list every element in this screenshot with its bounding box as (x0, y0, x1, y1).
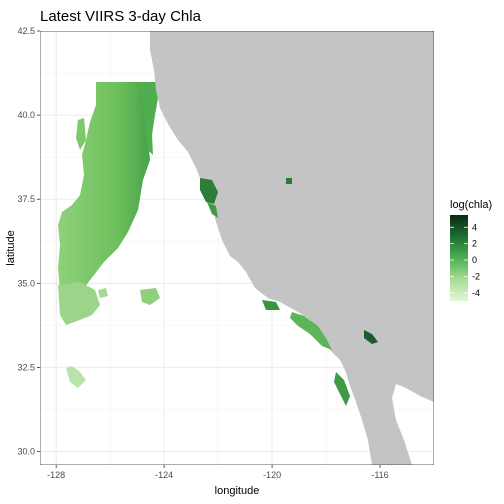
chla-offshore-south (58, 282, 100, 325)
y-axis: 30.0 32.5 35.0 37.5 40.0 42.5 (17, 26, 40, 457)
chla-small-patch-1 (140, 288, 160, 305)
legend-tick-label: 0 (472, 255, 477, 265)
legend-colorbar (450, 215, 468, 301)
chla-nearshore-speck (286, 178, 292, 184)
chla-offshore-north (58, 82, 158, 305)
x-tick-label: -120 (263, 470, 281, 480)
legend-tick-label: 2 (472, 239, 477, 249)
chla-coast-bight (262, 300, 280, 310)
legend-tick-label: -4 (472, 288, 480, 298)
y-tick-label: 40.0 (17, 110, 35, 120)
chla-coast-south (290, 312, 332, 350)
chla-coastal-north (140, 82, 160, 155)
map-title: Latest VIIRS 3-day Chla (40, 8, 202, 25)
chla-coast-central (200, 178, 218, 204)
y-tick-label: 30.0 (17, 447, 35, 457)
chla-gulf-patch (364, 330, 378, 344)
legend-ticks: 4 2 0 -2 -4 (450, 222, 480, 298)
x-tick-label: -116 (371, 470, 388, 480)
x-tick-label: -124 (155, 470, 173, 480)
x-tick-label: -128 (47, 470, 65, 480)
y-tick-label: 37.5 (17, 194, 35, 204)
legend-title: log(chla) (450, 199, 492, 211)
x-axis-title: longitude (215, 485, 260, 497)
y-tick-label: 35.0 (17, 278, 35, 288)
land-mass (150, 31, 434, 465)
chla-small-patch-2 (98, 288, 108, 298)
chla-coast-monterey (207, 202, 218, 218)
legend-tick-label: -2 (472, 271, 480, 281)
chla-north-strip (76, 118, 86, 150)
chla-coast-baja (334, 372, 350, 406)
y-tick-label: 42.5 (17, 26, 35, 36)
y-tick-label: 32.5 (17, 362, 35, 372)
legend: log(chla) 4 2 0 -2 -4 (450, 199, 492, 301)
y-axis-title: latitude (5, 230, 17, 265)
x-axis: -128 -124 -120 -116 (47, 465, 389, 480)
legend-tick-label: 4 (472, 222, 477, 232)
chla-islands-speckle-1 (66, 366, 86, 388)
map-panel (40, 31, 434, 465)
